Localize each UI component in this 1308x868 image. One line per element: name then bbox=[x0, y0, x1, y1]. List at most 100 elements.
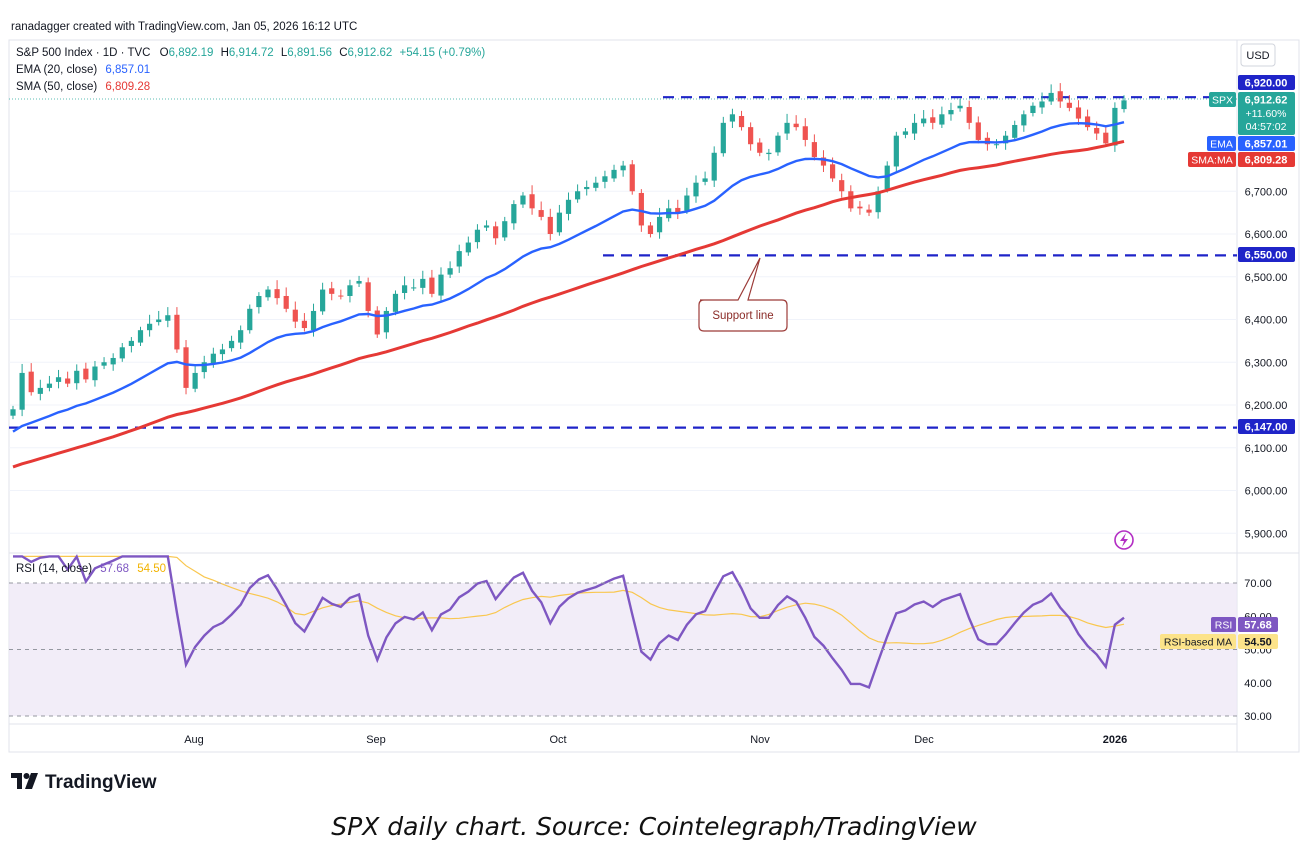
candle[interactable] bbox=[565, 192, 572, 221]
candle[interactable] bbox=[374, 306, 380, 338]
candle[interactable] bbox=[438, 267, 444, 302]
candle[interactable] bbox=[684, 187, 690, 214]
candle[interactable] bbox=[256, 292, 262, 314]
candle[interactable] bbox=[347, 279, 353, 303]
candle[interactable] bbox=[401, 276, 408, 300]
candle[interactable] bbox=[411, 278, 417, 291]
candle[interactable] bbox=[493, 221, 499, 245]
candle[interactable] bbox=[456, 244, 462, 273]
candle[interactable] bbox=[921, 110, 927, 127]
candle[interactable] bbox=[329, 281, 335, 301]
candle[interactable] bbox=[474, 224, 481, 249]
candle[interactable] bbox=[192, 366, 198, 393]
candle[interactable] bbox=[556, 204, 562, 236]
candle[interactable] bbox=[55, 369, 62, 389]
candle[interactable] bbox=[1057, 83, 1063, 108]
candle[interactable] bbox=[675, 199, 681, 220]
candle[interactable] bbox=[1103, 126, 1109, 147]
candle[interactable] bbox=[611, 164, 617, 182]
candle[interactable] bbox=[620, 160, 626, 177]
candle[interactable] bbox=[338, 289, 344, 300]
sma-legend[interactable]: SMA (50, close) 6,809.28 bbox=[16, 81, 150, 93]
sma-50-line[interactable] bbox=[12, 139, 1125, 469]
candle[interactable] bbox=[201, 355, 207, 379]
candle[interactable] bbox=[356, 275, 362, 288]
candle[interactable] bbox=[83, 362, 89, 383]
candle[interactable] bbox=[301, 313, 308, 332]
candle[interactable] bbox=[74, 364, 80, 390]
candle[interactable] bbox=[729, 108, 736, 128]
candle[interactable] bbox=[966, 100, 972, 130]
candle[interactable] bbox=[137, 326, 144, 347]
candle[interactable] bbox=[547, 208, 553, 241]
ema-legend[interactable]: EMA (20, close) 6,857.01 bbox=[16, 64, 150, 76]
lightning-icon[interactable] bbox=[1114, 530, 1134, 550]
candle[interactable] bbox=[1021, 110, 1027, 132]
candle[interactable] bbox=[766, 148, 772, 161]
candle[interactable] bbox=[383, 307, 389, 339]
candle[interactable] bbox=[174, 307, 180, 353]
candle[interactable] bbox=[1084, 109, 1091, 131]
candle[interactable] bbox=[365, 277, 371, 318]
candle[interactable] bbox=[65, 371, 71, 388]
candle[interactable] bbox=[10, 405, 16, 420]
candle[interactable] bbox=[602, 170, 608, 189]
candle[interactable] bbox=[529, 185, 535, 215]
candle[interactable] bbox=[1121, 95, 1127, 113]
candle[interactable] bbox=[502, 216, 508, 241]
candle[interactable] bbox=[930, 109, 936, 130]
candle[interactable] bbox=[939, 106, 945, 128]
candle[interactable] bbox=[265, 286, 271, 301]
candle[interactable] bbox=[793, 115, 799, 131]
candle[interactable] bbox=[948, 102, 954, 121]
candle[interactable] bbox=[274, 280, 280, 305]
rsi-line[interactable] bbox=[13, 554, 1125, 689]
candle[interactable] bbox=[392, 290, 399, 316]
candle[interactable] bbox=[238, 325, 244, 349]
candle[interactable] bbox=[757, 138, 763, 157]
candle[interactable] bbox=[1030, 102, 1036, 117]
candle[interactable] bbox=[1039, 92, 1045, 114]
candle[interactable] bbox=[702, 171, 708, 186]
candle[interactable] bbox=[575, 184, 581, 203]
rsi-legend[interactable]: RSI (14, close) 57.68 54.50 bbox=[16, 563, 166, 575]
candle[interactable] bbox=[538, 201, 544, 221]
rsi-ma-line[interactable] bbox=[13, 555, 1125, 645]
candle[interactable] bbox=[975, 116, 981, 144]
candle[interactable] bbox=[1048, 84, 1054, 105]
candle[interactable] bbox=[857, 201, 863, 215]
candle[interactable] bbox=[19, 363, 25, 417]
candle[interactable] bbox=[92, 360, 98, 387]
candle[interactable] bbox=[775, 132, 781, 156]
candlestick-series[interactable] bbox=[10, 83, 1127, 420]
candle[interactable] bbox=[37, 379, 43, 401]
candle[interactable] bbox=[420, 270, 426, 295]
candle[interactable] bbox=[447, 261, 453, 279]
candle[interactable] bbox=[802, 118, 808, 147]
candle[interactable] bbox=[119, 343, 125, 362]
candle[interactable] bbox=[219, 343, 226, 361]
candle[interactable] bbox=[993, 139, 1000, 149]
candle[interactable] bbox=[593, 176, 599, 192]
candle[interactable] bbox=[839, 173, 845, 198]
candle[interactable] bbox=[292, 301, 298, 329]
candle[interactable] bbox=[811, 134, 817, 161]
candle[interactable] bbox=[784, 113, 790, 140]
candle[interactable] bbox=[629, 160, 635, 195]
candle[interactable] bbox=[28, 363, 34, 396]
ema-20-line[interactable] bbox=[12, 121, 1125, 433]
candle[interactable] bbox=[866, 204, 872, 217]
candle[interactable] bbox=[647, 222, 654, 238]
candle[interactable] bbox=[283, 287, 289, 313]
candle[interactable] bbox=[693, 175, 699, 203]
candle[interactable] bbox=[146, 314, 153, 337]
candle[interactable] bbox=[183, 340, 189, 395]
candle[interactable] bbox=[1012, 120, 1018, 142]
candle[interactable] bbox=[156, 310, 162, 326]
support-line-callout[interactable]: Support line bbox=[698, 257, 788, 332]
candle[interactable] bbox=[46, 375, 53, 392]
candle[interactable] bbox=[101, 357, 107, 370]
candle[interactable] bbox=[1075, 100, 1082, 125]
candle[interactable] bbox=[738, 110, 745, 131]
candle[interactable] bbox=[1066, 95, 1072, 112]
